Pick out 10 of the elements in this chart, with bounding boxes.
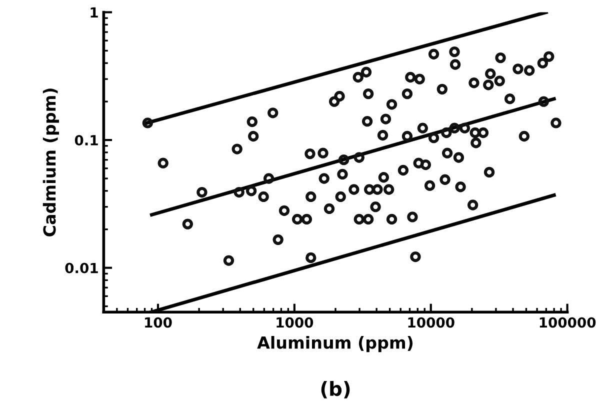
x-tick-label: 100000 — [540, 317, 596, 328]
y-tick-label: 1 — [90, 7, 98, 18]
x-tick-label: 10000 — [408, 317, 454, 328]
x-tick-label: 100 — [145, 317, 172, 328]
x-axis-title: Aluminum (ppm) — [257, 336, 413, 352]
x-tick-label: 1000 — [276, 317, 314, 328]
y-axis-title: Cadmium (ppm) — [42, 88, 60, 236]
text: (b) — [321, 381, 350, 398]
y-tick-label: 0.01 — [65, 262, 98, 274]
y-tick-label: 0.1 — [74, 134, 98, 146]
